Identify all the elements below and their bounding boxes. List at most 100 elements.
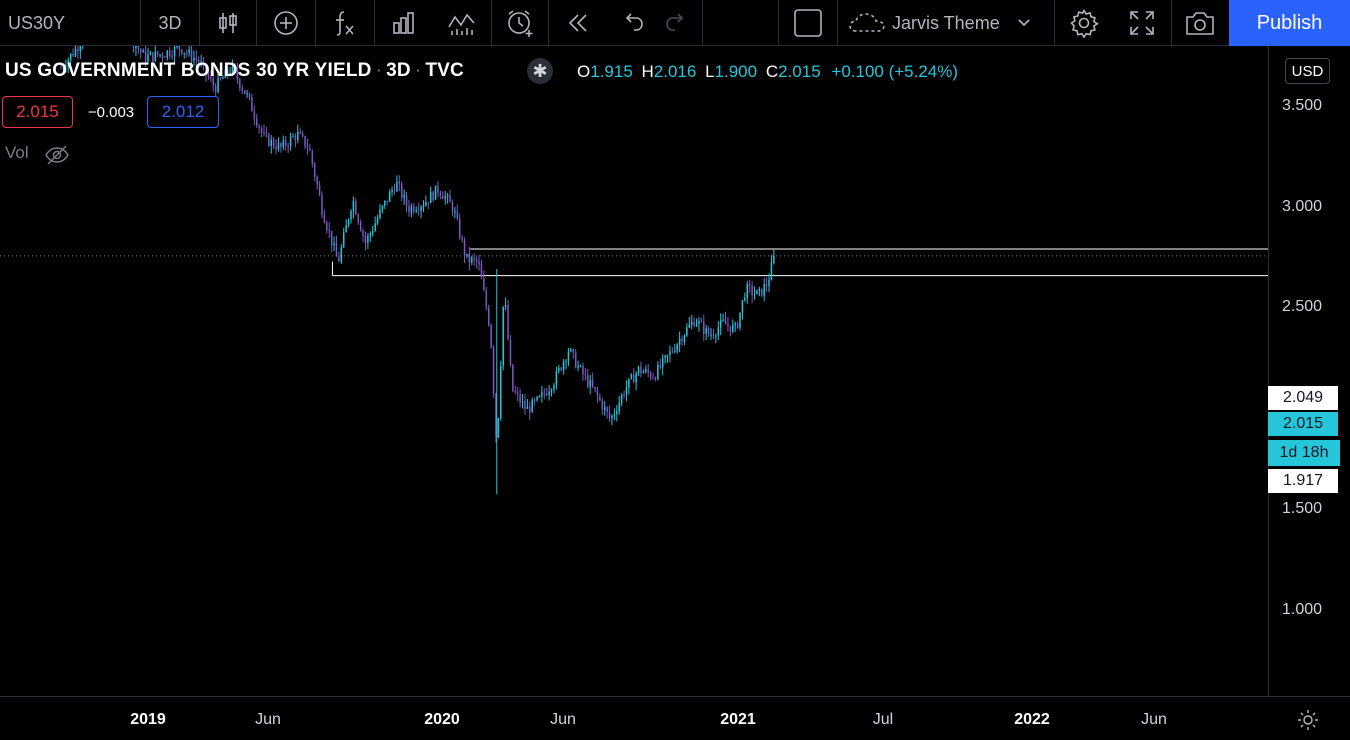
candle-body — [207, 74, 210, 77]
divider — [491, 0, 492, 46]
candle-body — [649, 372, 652, 378]
candle-body — [251, 97, 253, 112]
alert-button[interactable] — [492, 0, 548, 46]
chart-type-button[interactable] — [200, 0, 256, 46]
candle-body — [67, 59, 70, 67]
hide-eye-icon[interactable] — [44, 144, 70, 166]
candle-body — [681, 338, 683, 342]
candle-body — [79, 46, 82, 52]
candle-body — [200, 62, 202, 64]
templates-button[interactable] — [433, 0, 491, 46]
candle-body — [60, 67, 62, 69]
divider — [778, 0, 779, 46]
candle-body — [715, 335, 717, 337]
candle-body — [316, 176, 318, 186]
candle-body — [659, 364, 662, 368]
time-tick: 2020 — [424, 711, 460, 728]
publish-button[interactable]: Publish — [1229, 0, 1350, 46]
candle-body — [429, 191, 432, 204]
candle-body — [666, 355, 669, 357]
candle-body — [135, 46, 137, 48]
interval-button[interactable]: 3D — [141, 0, 199, 46]
candle-body — [432, 191, 434, 200]
redo-button[interactable] — [652, 0, 702, 46]
candle-body — [413, 206, 415, 212]
candle-body — [161, 54, 164, 58]
time-tick: 2021 — [720, 711, 756, 728]
spread-value: −0.003 — [84, 96, 138, 128]
candle-body — [473, 257, 475, 260]
candle-body — [768, 279, 770, 286]
candle-body — [132, 46, 135, 48]
candle-body — [647, 369, 649, 373]
candle-body — [562, 361, 565, 371]
candle-body — [661, 357, 664, 368]
layout-button[interactable] — [779, 0, 837, 46]
candle-body — [454, 211, 456, 213]
candle-body — [497, 418, 500, 437]
candle-body — [584, 374, 587, 376]
legend-settings-button[interactable]: ✱ — [527, 58, 553, 84]
candle-body — [301, 133, 304, 136]
candle-body — [219, 78, 222, 80]
price-chart[interactable] — [0, 46, 1268, 696]
cloud-icon — [849, 13, 885, 32]
candle-body — [234, 64, 236, 70]
candle-body — [531, 399, 533, 413]
candle-body — [152, 52, 154, 61]
candle-body — [386, 200, 388, 202]
candle-body — [475, 259, 478, 262]
settings-button[interactable] — [1055, 0, 1113, 46]
candle-body — [669, 351, 671, 356]
candle-body — [205, 63, 207, 75]
candle-body — [417, 210, 420, 212]
candle-body — [340, 247, 343, 262]
candle-body — [608, 411, 611, 419]
sell-button[interactable]: 2.015 — [2, 96, 73, 128]
candle-body — [188, 49, 190, 54]
candle-body — [248, 93, 251, 98]
currency-label: USD — [1291, 62, 1324, 80]
candle-body — [176, 46, 178, 48]
candle-body — [239, 79, 241, 88]
candle-body — [342, 232, 345, 248]
candle-body — [260, 127, 263, 133]
candle-body — [246, 93, 248, 95]
candle-body — [289, 136, 292, 147]
candle-body — [458, 218, 461, 238]
candle-body — [367, 235, 369, 244]
candle-body — [171, 55, 173, 57]
price-tick: 1.000 — [1282, 601, 1323, 618]
divider — [702, 0, 703, 46]
chart-settings-icon[interactable] — [1296, 708, 1320, 732]
candle-body — [166, 50, 169, 58]
candle-body — [632, 374, 635, 383]
candle-body — [371, 230, 374, 234]
candle-body — [362, 230, 364, 236]
candle-body — [541, 392, 543, 397]
candle-body — [137, 46, 140, 50]
financials-button[interactable] — [375, 0, 433, 46]
undo-button[interactable] — [607, 0, 657, 46]
candle-body — [572, 349, 575, 353]
candle-body — [538, 396, 541, 398]
candle-body — [478, 261, 480, 265]
candle-body — [376, 217, 379, 224]
candle-body — [164, 57, 166, 59]
candle-body — [594, 386, 596, 390]
time-axis[interactable] — [0, 696, 1350, 740]
currency-button[interactable]: USD — [1285, 58, 1330, 84]
fullscreen-button[interactable] — [1113, 0, 1171, 46]
buy-button[interactable]: 2.012 — [147, 96, 219, 128]
candle-body — [297, 131, 299, 140]
replay-button[interactable] — [549, 0, 607, 46]
candle-body — [224, 69, 227, 78]
snapshot-button[interactable] — [1172, 0, 1228, 46]
compare-button[interactable] — [257, 0, 315, 46]
symbol-search-button[interactable]: US30Y — [0, 0, 140, 46]
theme-selector[interactable]: Jarvis Theme — [838, 0, 1054, 46]
price-axis[interactable] — [1268, 46, 1350, 696]
candle-body — [703, 321, 705, 334]
indicators-button[interactable] — [316, 0, 374, 46]
candle-body — [326, 222, 328, 230]
